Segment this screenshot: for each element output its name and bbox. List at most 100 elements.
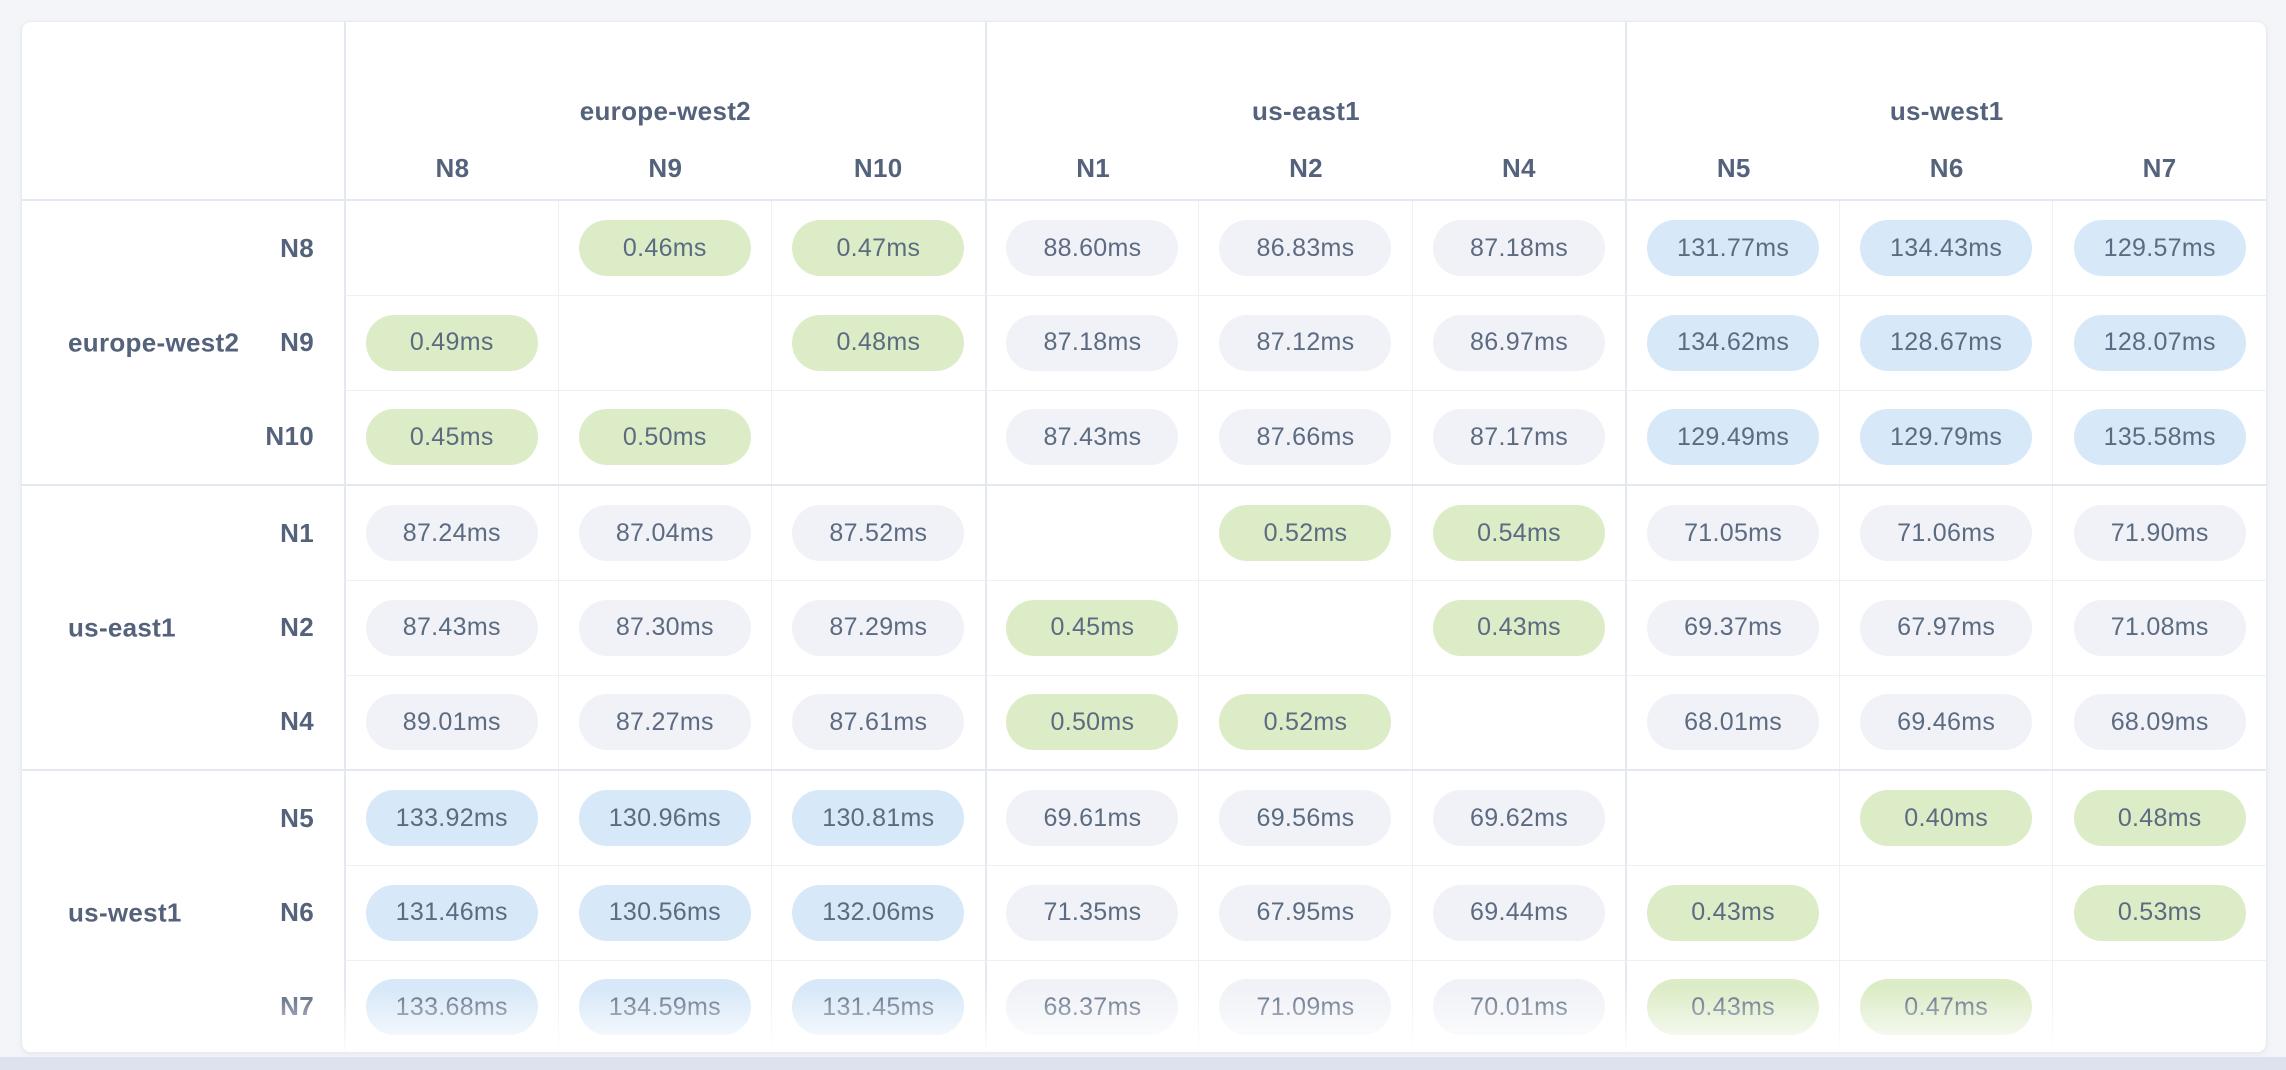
row-header-node: N8	[280, 232, 314, 263]
column-header-node: N8	[435, 153, 470, 183]
latency-value-pill[interactable]: 71.05ms	[1647, 505, 1820, 562]
latency-value-pill[interactable]: 0.40ms	[1860, 790, 2033, 847]
latency-value-pill[interactable]: 87.29ms	[792, 599, 965, 656]
latency-value-pill[interactable]: 129.49ms	[1647, 409, 1820, 466]
column-header-node: N4	[1501, 153, 1536, 183]
latency-cell: 130.96ms	[557, 771, 772, 866]
latency-value-pill[interactable]: 134.43ms	[1860, 220, 2033, 277]
latency-value-pill[interactable]: 0.49ms	[365, 314, 538, 371]
latency-cell-diagonal	[771, 389, 985, 484]
latency-value-pill[interactable]: 131.77ms	[1647, 220, 1820, 277]
latency-value-pill[interactable]: 71.35ms	[1006, 884, 1179, 941]
latency-value-pill[interactable]: 87.18ms	[1006, 314, 1179, 371]
column-node-header-row: N5 N6 N7	[1627, 153, 2266, 187]
latency-cell: 133.92ms	[344, 771, 558, 866]
latency-value-pill[interactable]: 86.83ms	[1219, 220, 1392, 277]
latency-cell: 69.61ms	[984, 771, 1199, 866]
latency-value-pill[interactable]: 86.97ms	[1433, 314, 1606, 371]
latency-value-pill[interactable]: 0.50ms	[578, 409, 751, 466]
latency-cell: 87.61ms	[771, 674, 985, 769]
latency-value-pill[interactable]: 87.52ms	[792, 505, 965, 562]
latency-value-pill[interactable]: 0.43ms	[1647, 979, 1820, 1036]
latency-value-pill[interactable]: 128.07ms	[2073, 314, 2246, 371]
latency-value-pill[interactable]: 130.96ms	[578, 790, 751, 847]
latency-cell: 86.97ms	[1411, 295, 1626, 390]
latency-value-pill[interactable]: 68.37ms	[1006, 979, 1179, 1036]
latency-value-pill[interactable]: 87.43ms	[1006, 409, 1179, 466]
latency-cell: 0.46ms	[557, 201, 772, 296]
latency-value-pill[interactable]: 69.46ms	[1860, 694, 2033, 751]
latency-value-pill[interactable]: 70.01ms	[1433, 979, 1606, 1036]
latency-value-pill[interactable]: 0.48ms	[792, 314, 965, 371]
latency-value-pill[interactable]: 131.46ms	[365, 884, 538, 941]
latency-value-pill[interactable]: 87.43ms	[365, 599, 538, 656]
latency-cell: 69.44ms	[1411, 865, 1626, 960]
latency-value-pill[interactable]: 71.90ms	[2073, 505, 2246, 562]
latency-value-pill[interactable]: 87.66ms	[1219, 409, 1392, 466]
latency-value-pill[interactable]: 129.57ms	[2073, 220, 2246, 277]
latency-value-pill[interactable]: 87.27ms	[578, 694, 751, 751]
latency-cell: 87.43ms	[344, 580, 558, 675]
latency-value-pill[interactable]: 0.45ms	[365, 409, 538, 466]
latency-cell: 87.18ms	[984, 295, 1199, 390]
latency-value-pill[interactable]: 0.50ms	[1006, 694, 1179, 751]
latency-value-pill[interactable]: 69.61ms	[1006, 790, 1179, 847]
latency-value-pill[interactable]: 71.06ms	[1860, 505, 2033, 562]
latency-cell: 87.24ms	[344, 486, 558, 581]
latency-value-pill[interactable]: 68.09ms	[2073, 694, 2246, 751]
latency-value-pill[interactable]: 128.67ms	[1860, 314, 2033, 371]
latency-value-pill[interactable]: 133.68ms	[365, 979, 538, 1036]
latency-value-pill[interactable]: 88.60ms	[1006, 220, 1179, 277]
latency-value-pill[interactable]: 69.62ms	[1433, 790, 1606, 847]
latency-value-pill[interactable]: 87.61ms	[792, 694, 965, 751]
latency-value-pill[interactable]: 0.46ms	[578, 220, 751, 277]
latency-value-pill[interactable]: 0.45ms	[1006, 599, 1179, 656]
latency-value-pill[interactable]: 0.54ms	[1433, 505, 1606, 562]
latency-cell: 135.58ms	[2052, 389, 2266, 484]
latency-value-pill[interactable]: 0.53ms	[2073, 884, 2246, 941]
latency-value-pill[interactable]: 0.47ms	[792, 220, 965, 277]
latency-value-pill[interactable]: 87.17ms	[1433, 409, 1606, 466]
latency-cell: 0.50ms	[984, 674, 1199, 769]
column-header-node: N9	[648, 153, 683, 183]
latency-value-pill[interactable]: 69.56ms	[1219, 790, 1392, 847]
latency-value-pill[interactable]: 87.24ms	[365, 505, 538, 562]
latency-value-pill[interactable]: 67.95ms	[1219, 884, 1392, 941]
latency-value-pill[interactable]: 69.44ms	[1433, 884, 1606, 941]
latency-value-pill[interactable]: 130.56ms	[578, 884, 751, 941]
latency-value-pill[interactable]: 0.47ms	[1860, 979, 2033, 1036]
latency-value-pill[interactable]: 87.12ms	[1219, 314, 1392, 371]
latency-value-pill[interactable]: 87.30ms	[578, 599, 751, 656]
latency-value-pill[interactable]: 134.62ms	[1647, 314, 1820, 371]
latency-cell: 71.06ms	[1838, 486, 2053, 581]
latency-value-pill[interactable]: 71.08ms	[2073, 599, 2246, 656]
column-group-region-label: us-east1	[1252, 96, 1360, 126]
latency-cell-diagonal	[1625, 771, 1839, 866]
latency-value-pill[interactable]: 0.48ms	[2073, 790, 2246, 847]
latency-value-pill[interactable]: 134.59ms	[578, 979, 751, 1036]
column-header-node: N10	[853, 153, 903, 183]
latency-value-pill[interactable]: 130.81ms	[792, 790, 965, 847]
latency-value-pill[interactable]: 133.92ms	[365, 790, 538, 847]
latency-value-pill[interactable]: 87.18ms	[1433, 220, 1606, 277]
latency-cell: 87.52ms	[771, 486, 985, 581]
latency-value-pill[interactable]: 132.06ms	[792, 884, 965, 941]
latency-value-pill[interactable]: 68.01ms	[1647, 694, 1820, 751]
column-header-node: N5	[1716, 153, 1751, 183]
latency-value-pill[interactable]: 135.58ms	[2073, 409, 2246, 466]
latency-value-pill[interactable]: 0.52ms	[1219, 694, 1392, 751]
latency-value-pill[interactable]: 131.45ms	[792, 979, 965, 1036]
row-group-region-label: europe-west2	[68, 327, 240, 357]
latency-value-pill[interactable]: 0.43ms	[1647, 884, 1820, 941]
latency-value-pill[interactable]: 89.01ms	[365, 694, 538, 751]
latency-value-pill[interactable]: 69.37ms	[1647, 599, 1820, 656]
latency-value-pill[interactable]: 87.04ms	[578, 505, 751, 562]
latency-value-pill[interactable]: 71.09ms	[1219, 979, 1392, 1036]
latency-value-pill[interactable]: 67.97ms	[1860, 599, 2033, 656]
latency-cell: 128.67ms	[1838, 295, 2053, 390]
page-bottom-panel-edge	[0, 1057, 2286, 1070]
latency-cell: 0.54ms	[1411, 486, 1626, 581]
latency-value-pill[interactable]: 0.43ms	[1433, 599, 1606, 656]
latency-value-pill[interactable]: 0.52ms	[1219, 505, 1392, 562]
latency-value-pill[interactable]: 129.79ms	[1860, 409, 2033, 466]
